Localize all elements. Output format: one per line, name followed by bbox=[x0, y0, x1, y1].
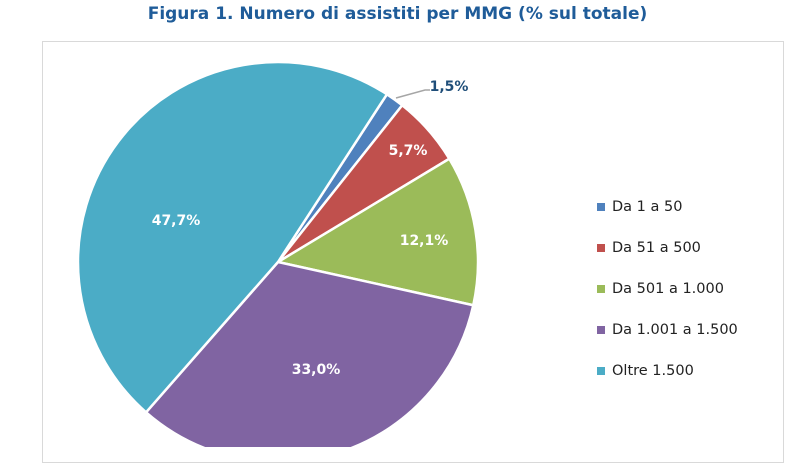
legend-label: Da 501 a 1.000 bbox=[612, 280, 724, 297]
data-label-2: 5,7% bbox=[389, 143, 428, 159]
legend-label: Da 51 a 500 bbox=[612, 239, 701, 256]
data-label-4: 33,0% bbox=[292, 362, 341, 378]
data-label-3: 12,1% bbox=[400, 233, 449, 249]
leader-line bbox=[395, 89, 430, 99]
pie-chart: 1,5% 5,7% 12,1% 33,0% 47,7% bbox=[76, 60, 480, 447]
legend-swatch bbox=[597, 366, 605, 375]
legend-label: Oltre 1.500 bbox=[612, 362, 694, 379]
data-label-5: 47,7% bbox=[152, 213, 201, 229]
legend-item: Da 1.001 a 1.500 bbox=[597, 309, 738, 350]
legend-label: Da 1.001 a 1.500 bbox=[612, 321, 738, 338]
legend-swatch bbox=[597, 284, 605, 293]
pie-slice-3 bbox=[274, 157, 480, 307]
data-label-1: 1,5% bbox=[430, 79, 469, 95]
legend-swatch bbox=[597, 325, 605, 334]
legend-swatch bbox=[597, 243, 605, 252]
legend-swatch bbox=[597, 202, 605, 211]
legend-item: Da 51 a 500 bbox=[597, 227, 738, 268]
pie-slice-4 bbox=[144, 260, 475, 447]
legend-item: Da 1 a 50 bbox=[597, 186, 738, 227]
pie-slice-5 bbox=[76, 60, 389, 415]
legend: Da 1 a 50 Da 51 a 500 Da 501 a 1.000 Da 1.0… bbox=[597, 186, 738, 391]
chart-title: Figura 1. Numero di assistiti per MMG (%… bbox=[147, 4, 648, 24]
legend-item: Da 501 a 1.000 bbox=[597, 268, 738, 309]
legend-item: Oltre 1.500 bbox=[597, 350, 738, 391]
legend-label: Da 1 a 50 bbox=[612, 198, 683, 215]
